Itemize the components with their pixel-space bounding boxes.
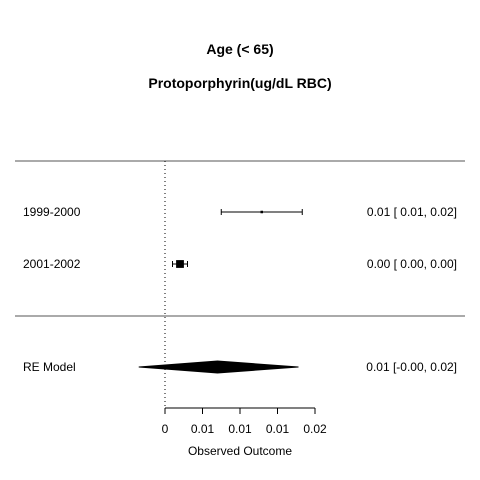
x-tick-label: 0.02 [303, 422, 327, 436]
study-label: 1999-2000 [23, 205, 81, 219]
chart-subtitle: Protoporphyrin(ug/dL RBC) [148, 75, 331, 91]
x-tick-label: 0.01 [266, 422, 290, 436]
study-label: 2001-2002 [23, 257, 81, 271]
summary-ci-text: 0.01 [-0.00, 0.02] [366, 360, 457, 374]
point-estimate [176, 260, 184, 268]
x-axis-label: Observed Outcome [188, 444, 292, 458]
summary-label: RE Model [23, 360, 76, 374]
ci-text: 0.01 [ 0.01, 0.02] [367, 205, 457, 219]
point-estimate [260, 210, 263, 214]
chart-title: Age (< 65) [206, 41, 273, 57]
x-tick-label: 0 [162, 422, 169, 436]
ci-text: 0.00 [ 0.00, 0.00] [367, 257, 457, 271]
x-tick-label: 0.01 [228, 422, 252, 436]
x-tick-label: 0.01 [191, 422, 215, 436]
summary-diamond [138, 360, 299, 374]
